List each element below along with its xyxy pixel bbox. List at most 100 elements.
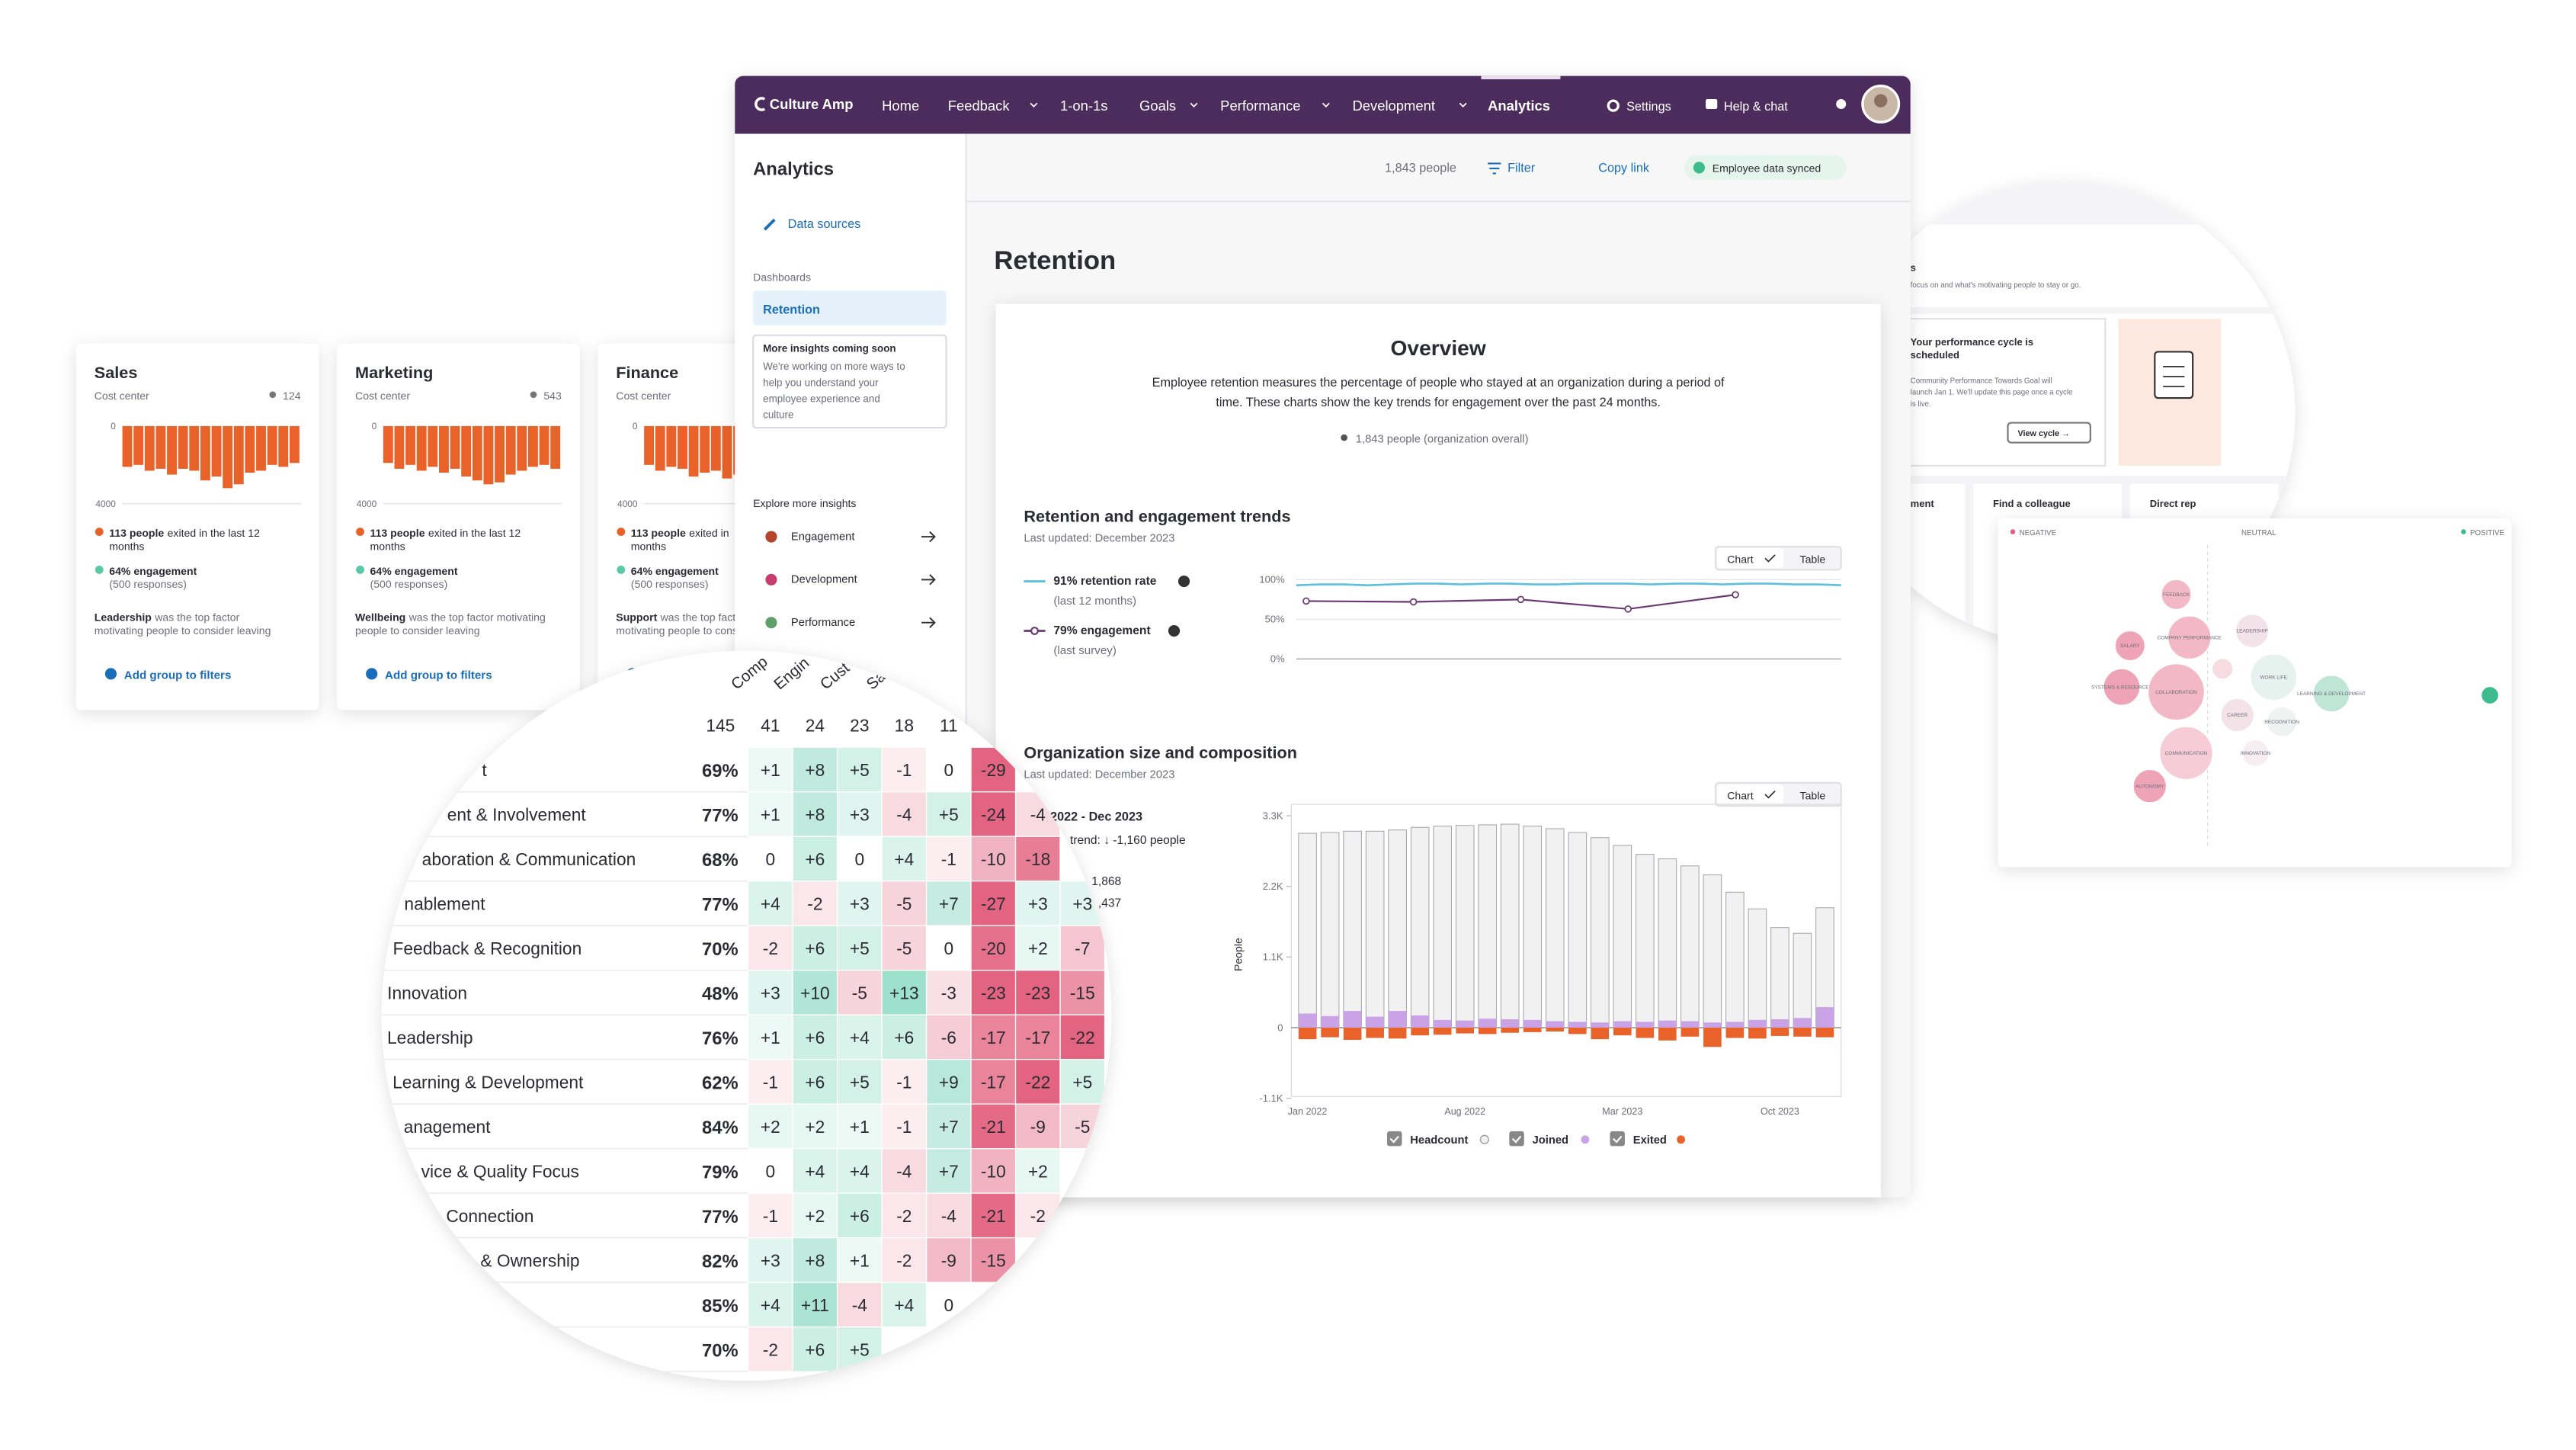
joined-bar <box>1613 1021 1632 1028</box>
cell-value: -4 <box>896 1162 912 1182</box>
sidebar-item-active[interactable]: Retention <box>763 303 820 317</box>
toggle-active <box>1717 784 1783 804</box>
factor-text: motivating people to consider leaving <box>95 624 271 637</box>
bubble <box>2235 614 2270 648</box>
bold-text: Leadership <box>95 611 152 624</box>
cell-value: -4 <box>852 1295 867 1315</box>
axis-tick-label: 0 <box>111 421 116 431</box>
filter-button[interactable]: Filter <box>1507 161 1536 175</box>
bubble-label: WORK LIFE <box>2260 675 2287 680</box>
add-link[interactable]: Add group to filters <box>124 669 232 682</box>
engagement-text: 64% engagement <box>370 565 458 577</box>
notification-icon[interactable] <box>1836 98 1847 109</box>
insight-link[interactable]: Engagement <box>791 531 854 543</box>
nav-item[interactable]: Performance <box>1220 98 1300 114</box>
headcount-bar <box>1298 832 1317 1028</box>
heat-cell <box>836 970 883 1015</box>
cell-value: +7 <box>939 1162 959 1182</box>
info-icon <box>1168 624 1181 637</box>
headcount-bar <box>1658 858 1677 1028</box>
toggle-option[interactable]: Table <box>1800 553 1826 566</box>
brand-logo <box>755 97 766 111</box>
row-score: 70% <box>702 1341 739 1362</box>
toggle-option[interactable]: Chart <box>1727 789 1754 801</box>
bar <box>211 425 222 477</box>
heat-cell <box>792 791 838 837</box>
bold-text: 113 people <box>631 527 686 539</box>
cell-value: +1 <box>761 760 780 780</box>
heat-cell <box>792 1103 838 1150</box>
legend-checkbox[interactable] <box>1509 1131 1524 1147</box>
bubble <box>2103 668 2141 706</box>
row-score: 77% <box>702 895 739 916</box>
responses-text: (500 responses) <box>370 578 448 590</box>
bubble-label: SYSTEMS & RESOURCES <box>2091 685 2153 690</box>
nav-item[interactable]: 1-on-1s <box>1060 98 1107 114</box>
nav-help[interactable]: Help & chat <box>1724 100 1788 114</box>
cell-value: +5 <box>939 805 959 825</box>
insight-link[interactable]: Development <box>791 574 857 586</box>
cell-value: +2 <box>761 1117 780 1137</box>
exited-bar <box>1388 1027 1407 1039</box>
overview-title: Overview <box>1391 336 1486 360</box>
bubble <box>2312 675 2350 713</box>
chart-title: Organization size and composition <box>1024 743 1297 762</box>
joined-bar <box>1298 1013 1317 1028</box>
heat-cell <box>881 1148 928 1194</box>
heat-cell <box>881 1237 928 1283</box>
bubble-label: COMPANY PERFORMANCE <box>2158 635 2222 640</box>
cell-value: -18 <box>1025 849 1050 869</box>
nav-item[interactable]: Analytics <box>1488 98 1550 114</box>
toggle-option[interactable]: Chart <box>1727 553 1754 566</box>
cell-value: +6 <box>850 1206 870 1226</box>
row-score: 69% <box>702 761 739 781</box>
factor-text: Wellbeing was the top factor motivating <box>355 611 546 624</box>
heat-cell <box>747 1148 793 1194</box>
exited-text: months <box>370 540 405 552</box>
total-count: 145 <box>706 716 735 736</box>
x-tick-label: Oct 2023 <box>1761 1106 1799 1117</box>
toggle-option[interactable]: Table <box>1800 789 1826 801</box>
x-tick-label: Aug 2022 <box>1444 1106 1485 1117</box>
sidebar-link[interactable]: Data sources <box>788 217 861 231</box>
cell-value: -6 <box>941 1028 956 1047</box>
nav-item[interactable]: Development <box>1352 98 1434 114</box>
cell-value: +7 <box>939 1117 959 1137</box>
nav-settings[interactable]: Settings <box>1626 100 1671 114</box>
view-cycle-button[interactable] <box>2007 422 2091 444</box>
nav-item[interactable]: Goals <box>1139 98 1176 114</box>
cell-value: -15 <box>981 1251 1006 1271</box>
nav-item[interactable]: Feedback <box>948 98 1011 114</box>
factor-text: Leadership was the top factor <box>95 611 240 624</box>
exited-bar <box>1568 1027 1587 1035</box>
text: was the top factor <box>660 611 745 624</box>
insight-link[interactable]: Performance <box>791 617 855 629</box>
bar <box>133 425 144 465</box>
cell-value: -2 <box>1030 1206 1046 1226</box>
heat-cell <box>1059 1059 1106 1105</box>
legend-checkbox[interactable] <box>1386 1131 1402 1147</box>
text: s <box>1911 261 1916 273</box>
card-subtitle: Cost center <box>95 390 149 402</box>
nav-bar <box>735 75 1911 134</box>
cell-value: -1 <box>896 1073 912 1092</box>
copy-link[interactable]: Copy link <box>1598 161 1650 175</box>
cell-value: -1 <box>941 849 956 869</box>
joined-bar <box>1456 1020 1475 1028</box>
nav-item[interactable]: Home <box>882 98 919 114</box>
help-icon <box>1706 98 1718 109</box>
heat-cell <box>925 1014 972 1060</box>
notice-text: culture <box>763 409 793 420</box>
cell-value: -1 <box>896 760 912 780</box>
heat-cell <box>1014 836 1061 882</box>
legend-checkbox[interactable] <box>1610 1131 1625 1147</box>
heat-cell <box>792 1192 838 1239</box>
add-link[interactable]: Add group to filters <box>385 669 492 682</box>
exited-bar <box>1658 1027 1677 1041</box>
heat-cell <box>881 1282 928 1328</box>
exited-dot <box>356 528 364 536</box>
bar <box>517 425 527 471</box>
heat-cell <box>881 970 928 1015</box>
bubble <box>2220 698 2254 733</box>
sidebar-title: Analytics <box>753 159 834 180</box>
